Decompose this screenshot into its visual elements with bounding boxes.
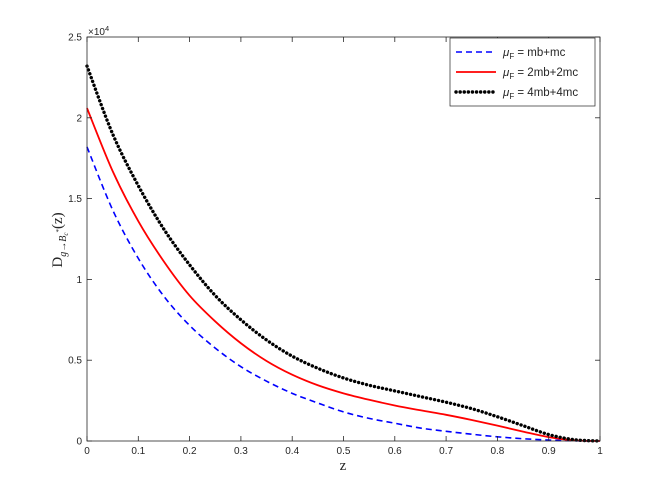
- y-tick-label: 2: [76, 113, 82, 124]
- x-tick-label: 0.4: [285, 446, 299, 457]
- series-line-3: [85, 64, 602, 443]
- series-line-2: [86, 107, 601, 442]
- legend-label-3: μF = 4mb+4mc: [502, 87, 578, 101]
- x-tick-label: 0.2: [183, 446, 197, 457]
- legend-entries: μF = mb+mc μF = 2mb+2mc μF = 4mb+4mc: [454, 47, 578, 101]
- x-tick-label: 0.3: [234, 446, 248, 457]
- y-tick-label: 0: [76, 437, 82, 448]
- x-tick-label: 0: [84, 446, 90, 457]
- y-axis-label: Dg→Bc*(z): [50, 212, 70, 267]
- legend: μF = mb+mc μF = 2mb+2mc μF = 4mb+4mc: [449, 37, 596, 107]
- y-exponent-label: ×104: [88, 24, 109, 38]
- tick-layer: 0 0.1 0.2 0.3 0.4 0.5 0.6 0.7 0.8 0.9 1 0 0.5 1 1.5 2 2.…: [68, 33, 603, 458]
- x-tick-label: 0.8: [490, 446, 504, 457]
- legend-label-2: μF = 2mb+2mc: [502, 67, 578, 81]
- y-tick-label: 2.5: [68, 33, 82, 44]
- x-tick-label: 0.9: [542, 446, 556, 457]
- x-tick-label: 0.6: [388, 446, 402, 457]
- series-line-1: [86, 146, 601, 442]
- x-tick-label: 1: [597, 446, 603, 457]
- x-tick-label: 0.1: [131, 446, 145, 457]
- x-axis-label: z: [340, 458, 347, 474]
- y-tick-label: 0.5: [68, 356, 82, 367]
- x-tick-label: 0.5: [337, 446, 351, 457]
- legend-label-1: μF = mb+mc: [502, 47, 566, 61]
- series-layer: [85, 64, 602, 443]
- y-tick-label: 1: [76, 275, 82, 286]
- y-tick-label: 1.5: [68, 194, 82, 205]
- x-tick-label: 0.7: [439, 446, 453, 457]
